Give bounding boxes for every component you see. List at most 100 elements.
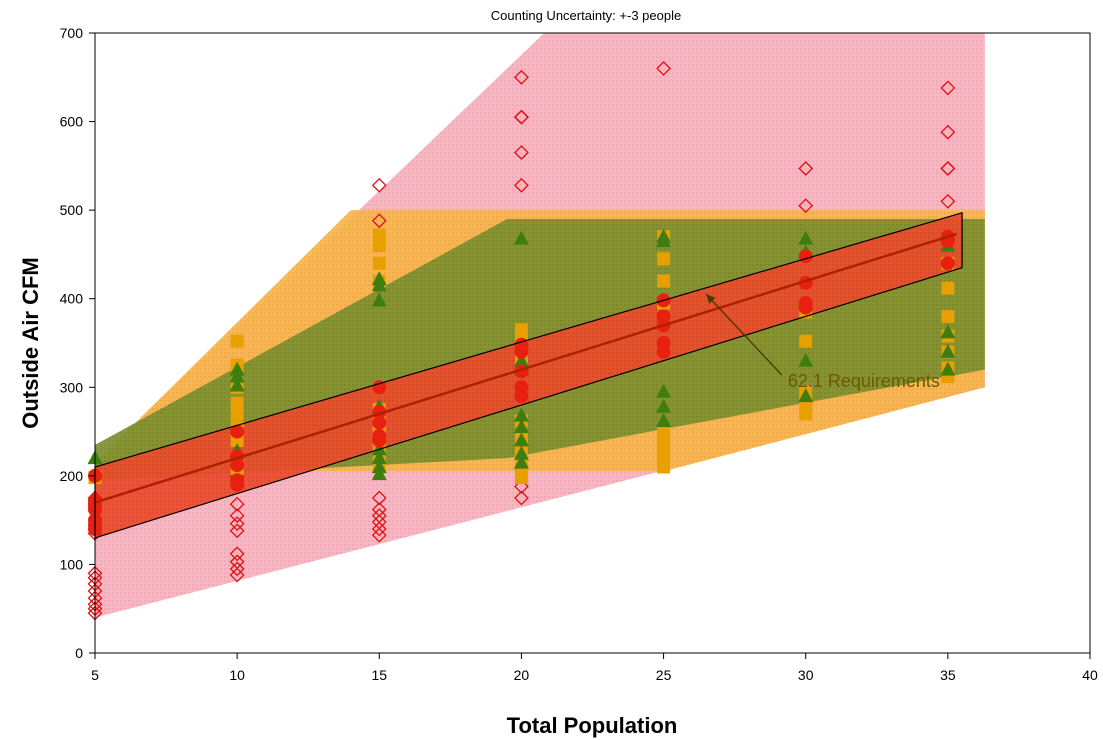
- square-point: [657, 274, 671, 288]
- x-tick-label: 10: [229, 667, 245, 683]
- y-tick-label: 600: [60, 114, 84, 130]
- diamond-point: [798, 161, 814, 176]
- circle-point: [230, 424, 245, 439]
- triangle-point: [513, 454, 529, 469]
- triangle-point: [371, 271, 387, 286]
- diamond-point: [229, 567, 245, 583]
- diamond-point: [371, 213, 387, 229]
- square-point: [230, 396, 244, 410]
- requirement-line: [94, 232, 957, 504]
- triangle-point: [229, 361, 245, 376]
- diamond-point: [229, 496, 245, 512]
- circle-point: [372, 380, 387, 395]
- triangle-point: [513, 407, 529, 422]
- square-point: [657, 425, 671, 439]
- square-point: [657, 252, 671, 266]
- triangle-point: [371, 450, 387, 465]
- diamond-point: [229, 561, 245, 577]
- circle-point: [798, 296, 813, 311]
- diamond-point: [940, 161, 956, 176]
- triangle-point: [371, 292, 387, 307]
- square-point: [230, 334, 244, 348]
- y-tick-label: 300: [60, 379, 84, 395]
- y-tick-label: 700: [60, 25, 84, 41]
- diamond-point: [514, 479, 529, 494]
- circle-point: [372, 415, 387, 430]
- y-tick-label: 200: [60, 468, 84, 484]
- triangle-point: [798, 388, 814, 403]
- y-axis-title: Outside Air CFM: [18, 257, 43, 429]
- y-tick-label: 100: [60, 556, 84, 572]
- chart-title: Counting Uncertainty: +-3 people: [491, 8, 681, 23]
- triangle-point: [513, 445, 529, 460]
- diamond-point: [229, 554, 245, 570]
- triangle-point: [229, 368, 245, 383]
- annotation-arrow-head: [706, 294, 716, 304]
- diamond-point: [229, 546, 245, 562]
- data-markers: [87, 61, 956, 621]
- x-tick-label: 35: [940, 667, 956, 683]
- diamond-point: [371, 521, 387, 537]
- square-point: [514, 471, 528, 485]
- square-point: [372, 228, 386, 242]
- square-point: [941, 309, 955, 323]
- triangle-point: [513, 352, 529, 367]
- square-point: [799, 407, 813, 421]
- annotation-label: 62.1 Requirements: [788, 371, 940, 391]
- triangle-point: [940, 361, 956, 376]
- diamond-point: [229, 516, 245, 532]
- annotation-arrow-line: [705, 293, 783, 376]
- diamond-point: [940, 124, 956, 140]
- square-point: [372, 239, 386, 253]
- diamond-point: [798, 198, 814, 214]
- x-tick-label: 20: [514, 667, 530, 683]
- x-tick-label: 30: [798, 667, 814, 683]
- x-tick-label: 5: [91, 667, 99, 683]
- circle-point: [372, 429, 387, 443]
- diamond-point: [514, 109, 529, 125]
- triangle-point: [513, 230, 529, 245]
- square-point: [230, 407, 244, 421]
- x-axis-title: Total Population: [507, 713, 678, 738]
- diamond-point: [371, 508, 387, 524]
- circle-point: [514, 380, 529, 395]
- diamond-point: [514, 490, 529, 506]
- diamond-point: [940, 193, 956, 209]
- x-tick-label: 25: [656, 667, 672, 683]
- circle-point: [940, 256, 955, 271]
- triangle-point: [371, 441, 387, 456]
- uncertainty-bands: [95, 33, 985, 618]
- circle-point: [798, 249, 813, 264]
- square-point: [372, 256, 386, 270]
- x-tick-label: 40: [1082, 667, 1098, 683]
- diamond-point: [371, 514, 387, 530]
- diamond-point: [514, 69, 529, 85]
- square-point: [941, 281, 955, 295]
- circle-point: [656, 336, 671, 350]
- triangle-point: [513, 432, 529, 447]
- x-axis-ticks: 5 10 15 20 25 30 35 40: [91, 653, 1098, 683]
- triangle-point: [656, 383, 672, 398]
- circle-point: [656, 309, 671, 324]
- circle-point: [514, 337, 529, 352]
- diamond-point: [371, 490, 387, 506]
- square-point: [799, 334, 813, 348]
- diamond-point: [940, 80, 956, 96]
- y-tick-label: 0: [75, 645, 83, 661]
- triangle-point: [371, 466, 387, 481]
- diamond-point: [514, 145, 529, 160]
- triangle-point: [513, 419, 529, 434]
- triangle-point: [798, 230, 814, 245]
- diamond-point: [371, 177, 387, 193]
- diamond-point: [371, 502, 387, 517]
- square-point: [514, 323, 528, 337]
- plot-area-frame: [94, 32, 1091, 654]
- triangle-point: [229, 377, 245, 392]
- y-tick-label: 500: [60, 202, 84, 218]
- diamond-point: [229, 523, 245, 539]
- triangle-point: [940, 343, 956, 358]
- diamond-point: [371, 527, 387, 543]
- triangle-point: [656, 398, 672, 413]
- diamond-point: [229, 508, 245, 524]
